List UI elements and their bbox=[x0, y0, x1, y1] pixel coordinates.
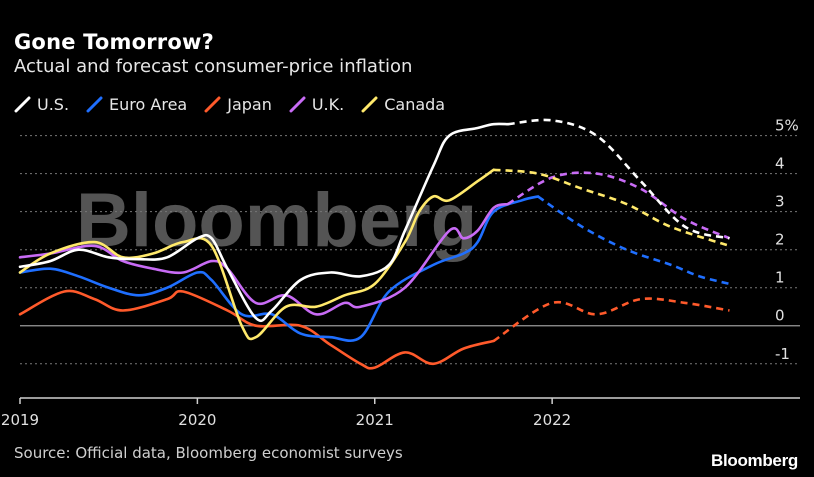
forecast-line-u-k bbox=[507, 171, 731, 240]
legend-label: Japan bbox=[227, 95, 272, 114]
chart-subtitle: Actual and forecast consumer-price infla… bbox=[14, 56, 413, 77]
y-tick-label: 2 bbox=[775, 231, 785, 249]
forecast-line-canada bbox=[493, 168, 730, 248]
series-line-u-s bbox=[18, 122, 510, 323]
legend-item-euro-area: Euro Area bbox=[86, 95, 187, 114]
legend-swatch-icon bbox=[361, 96, 378, 113]
legend: U.S. Euro Area Japan U.K. Canada bbox=[14, 95, 445, 114]
legend-item-u-k: U.K. bbox=[289, 95, 344, 114]
y-tick-label: 4 bbox=[775, 155, 785, 173]
legend-label: U.S. bbox=[37, 95, 70, 114]
x-tick-label: 2022 bbox=[533, 411, 571, 429]
y-tick-label: 3 bbox=[775, 193, 785, 211]
legend-label: U.K. bbox=[311, 95, 345, 114]
series-line-japan bbox=[18, 289, 495, 370]
y-tick-label: 5% bbox=[775, 117, 799, 135]
legend-swatch-icon bbox=[86, 96, 103, 113]
x-tick-label: 2020 bbox=[178, 411, 216, 429]
legend-item-japan: Japan bbox=[204, 95, 272, 114]
forecast-line-japan bbox=[492, 297, 730, 343]
legend-label: Euro Area bbox=[109, 95, 188, 114]
chart-title: Gone Tomorrow? bbox=[14, 30, 214, 54]
x-tick-label: 2019 bbox=[1, 411, 39, 429]
x-tick-label: 2021 bbox=[356, 411, 394, 429]
legend-item-canada: Canada bbox=[361, 95, 445, 114]
series-line-canada bbox=[18, 168, 495, 341]
series-line-euro-area bbox=[18, 195, 540, 342]
y-tick-label: 0 bbox=[775, 307, 785, 325]
bloomberg-logo: Bloomberg bbox=[710, 451, 798, 470]
source-note: Source: Official data, Bloomberg economi… bbox=[14, 444, 403, 462]
legend-item-u-s: U.S. bbox=[14, 95, 69, 114]
legend-swatch-icon bbox=[204, 96, 221, 113]
forecast-line-euro-area bbox=[537, 195, 730, 286]
y-tick-label: 1 bbox=[775, 269, 785, 287]
legend-swatch-icon bbox=[14, 96, 31, 113]
watermark: Bloomberg bbox=[76, 178, 477, 263]
y-tick-label: -1 bbox=[775, 345, 790, 363]
forecast-line-u-s bbox=[507, 118, 730, 240]
legend-swatch-icon bbox=[289, 96, 306, 113]
legend-label: Canada bbox=[384, 95, 446, 114]
